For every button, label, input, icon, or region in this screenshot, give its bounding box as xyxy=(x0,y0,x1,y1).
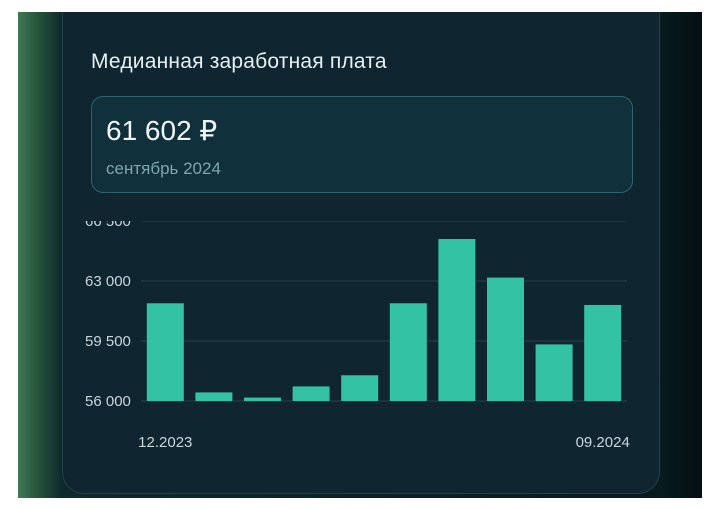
y-tick-label: 56 000 xyxy=(85,393,131,410)
bar-02.2024[interactable] xyxy=(244,397,281,401)
bar-04.2024[interactable] xyxy=(341,375,379,401)
x-label-start: 12.2023 xyxy=(138,434,192,451)
screen-background: Медианная заработная плата 61 602 ₽ сент… xyxy=(18,12,702,498)
bar-12.2023[interactable] xyxy=(146,303,184,401)
bar-05.2024[interactable] xyxy=(389,303,427,401)
median-salary-card[interactable]: Медианная заработная плата 61 602 ₽ сент… xyxy=(62,12,660,494)
card-title: Медианная заработная плата xyxy=(91,50,387,73)
bar-01.2024[interactable] xyxy=(195,392,233,401)
bar-06.2024[interactable] xyxy=(438,239,476,401)
bar-09.2024[interactable] xyxy=(584,304,622,401)
salary-bar-chart: 66 500 63 000 59 500 56 000 12.2023 09.2024 xyxy=(85,221,630,451)
right-edge-shade xyxy=(658,12,702,498)
bar-03.2024[interactable] xyxy=(292,386,330,401)
bar-08.2024[interactable] xyxy=(535,344,573,401)
current-period: сентябрь 2024 xyxy=(106,159,221,178)
current-value-box: 61 602 ₽ сентябрь 2024 xyxy=(91,96,633,193)
bar-07.2024[interactable] xyxy=(487,277,524,401)
y-tick-label: 63 000 xyxy=(85,273,131,290)
current-value: 61 602 ₽ xyxy=(106,115,218,146)
x-label-end: 09.2024 xyxy=(576,434,630,451)
y-tick-label: 59 500 xyxy=(85,333,131,350)
y-tick-label: 66 500 xyxy=(85,221,131,230)
